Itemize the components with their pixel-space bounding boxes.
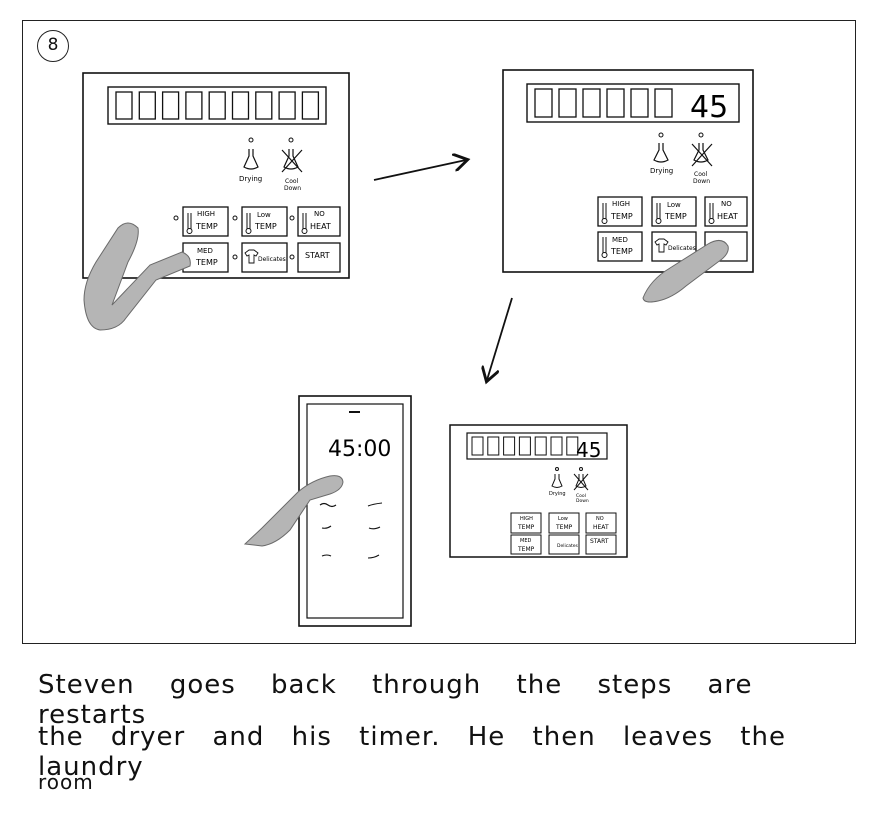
low-temp-line1: Low [257,211,271,219]
high-temp-3-line2: TEMP [517,524,535,531]
high-temp-3-line1: HIGH [520,516,533,522]
low-temp-line2: TEMP [254,222,277,231]
high-temp-2-line1: HIGH [612,200,630,208]
cool-label-3: Cool [576,493,586,499]
display-digit-cell [534,436,547,456]
no-heat-2-line1: NO [721,200,732,208]
start-button[interactable]: START [297,242,341,273]
high-temp-button[interactable]: HIGH TEMP [182,206,229,237]
display-digit-cell [301,91,320,120]
med-temp-3-line2: TEMP [517,546,535,553]
low-temp-button-2[interactable]: Low TEMP [651,196,697,227]
med-temp-line2: TEMP [195,258,218,267]
display-digit-cell [138,91,156,120]
med-temp-button[interactable]: MED TEMP [182,242,229,273]
low-temp-3-line1: Low [558,516,568,522]
caption-line-1: Steven goes back through the steps are r… [38,670,753,730]
display-digit-cell [582,88,601,118]
med-temp-3-line1: MED [520,538,531,544]
drying-label-2: Drying [650,167,673,175]
display-digit-cell [630,88,649,118]
display-digit-cell [208,91,226,120]
phone-timer: 45:00 [328,437,391,462]
no-heat-button[interactable]: NO HEAT [297,206,341,237]
caption-line-3: room [38,770,94,794]
display-2-value: 45 [690,90,728,125]
display-digit-cell [115,91,133,120]
drying-label: Drying [239,175,262,183]
high-temp-2-line2: TEMP [610,212,633,221]
hand-phone [243,475,344,547]
down-label-3: Down [576,498,589,504]
display-3-value: 45 [576,438,601,462]
low-temp-2-line1: Low [667,201,681,209]
arrow-right [373,160,466,181]
dryer-panel-3: 45 Drying Cool Down HIGH TEMP Low TEMP N… [449,424,628,558]
display-digit-cell [503,436,516,456]
display-digit-cell [161,91,180,120]
caption-line-2: the dryer and his timer. He then leaves … [38,722,786,782]
no-heat-3-line2: HEAT [593,524,609,531]
no-heat-3-line1: NO [596,516,604,522]
low-temp-button[interactable]: Low TEMP [241,206,288,237]
display-digit-cell [566,436,579,456]
start-button-3[interactable]: START [585,534,617,555]
display-digit-cell [654,88,673,118]
hand-1 [83,222,191,331]
down-label-2: Down [693,178,710,185]
dryer-panel-2: 45 Drying Cool Down HIGH TEMP Low TEMP N… [502,69,754,303]
display-digit-cell [550,436,563,456]
med-temp-button-2[interactable]: MED TEMP [597,231,643,262]
display-digit-cell [471,436,484,456]
delicates-3-label: Delicates [557,543,578,549]
drying-label-3: Drying [549,491,566,497]
high-temp-line2: TEMP [195,222,218,231]
delicates-button-3[interactable]: Delicates [548,534,580,555]
no-heat-line2: HEAT [310,222,331,231]
low-temp-button-3[interactable]: Low TEMP [548,512,580,534]
no-heat-button-2[interactable]: NO HEAT [704,196,748,227]
display-digit-cell [487,436,500,456]
phone-timer-controls[interactable] [319,502,383,559]
med-temp-2-line1: MED [612,236,628,244]
display-1 [107,86,327,125]
med-temp-2-line2: TEMP [610,247,633,256]
drying-indicator: Drying [239,137,262,183]
delicates-2-label: Delicates [668,245,696,252]
phone: 45:00 [243,395,412,627]
display-digit-cell [278,91,296,120]
cool-label-2: Cool [694,171,708,178]
storyboard-frame [22,20,856,644]
cool-label: Cool [285,178,299,185]
display-digit-cell [518,436,531,456]
no-heat-button-3[interactable]: NO HEAT [585,512,617,534]
arrow-down-left [487,297,513,380]
delicates-label: Delicates [258,256,286,263]
display-digit-cell [606,88,625,118]
down-label: Down [284,185,301,192]
no-heat-2-line2: HEAT [717,212,738,221]
display-digit-cell [255,91,273,120]
display-digit-cell [534,88,553,118]
hand-2 [642,240,729,303]
high-temp-button-3[interactable]: HIGH TEMP [510,512,542,534]
high-temp-button-2[interactable]: HIGH TEMP [597,196,643,227]
cooldown-indicator: Cool Down [281,137,303,192]
start-3-label: START [590,538,609,545]
med-temp-line1: MED [197,247,213,255]
display-digit-cell [231,91,250,120]
low-temp-3-line2: TEMP [555,524,573,531]
dryer-panel-1: Drying Cool Down HIGH TEMP Low TEMP [82,72,350,331]
low-temp-2-line2: TEMP [664,212,687,221]
start-label: START [305,251,330,260]
no-heat-line1: NO [314,210,325,218]
display-digit-cell [558,88,577,118]
high-temp-line1: HIGH [197,210,215,218]
med-temp-button-3[interactable]: MED TEMP [510,534,542,555]
display-digit-cell [185,91,203,120]
delicates-button[interactable]: Delicates [241,242,288,273]
step-number-badge: 8 [37,30,69,62]
